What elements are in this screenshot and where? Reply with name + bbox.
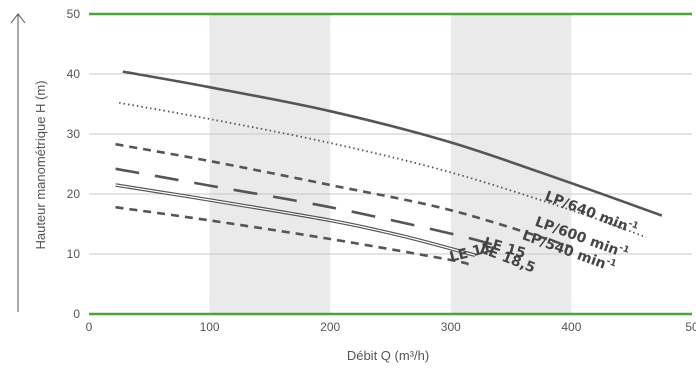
y-tick-label: 30 <box>67 127 81 141</box>
y-tick-label: 10 <box>67 247 81 261</box>
y-axis: Hauteur manométrique H (m) <box>11 14 48 312</box>
x-tick-label: 200 <box>320 320 340 334</box>
x-axis-title: Débit Q (m³/h) <box>347 348 429 363</box>
x-tick-label: 400 <box>561 320 581 334</box>
y-tick-labels: 0 10 20 30 40 50 <box>67 7 81 321</box>
y-tick-label: 40 <box>67 67 81 81</box>
x-tick-label: 50 <box>685 320 696 334</box>
y-tick-label: 20 <box>67 187 81 201</box>
x-tick-label: 0 <box>86 320 93 334</box>
x-tick-labels: 0 100 200 300 400 50 <box>86 320 696 334</box>
y-tick-label: 50 <box>67 7 81 21</box>
y-axis-title: Hauteur manométrique H (m) <box>33 80 48 249</box>
x-tick-label: 300 <box>441 320 461 334</box>
x-tick-label: 100 <box>200 320 220 334</box>
y-tick-label: 0 <box>73 307 80 321</box>
shaded-band <box>451 14 572 314</box>
